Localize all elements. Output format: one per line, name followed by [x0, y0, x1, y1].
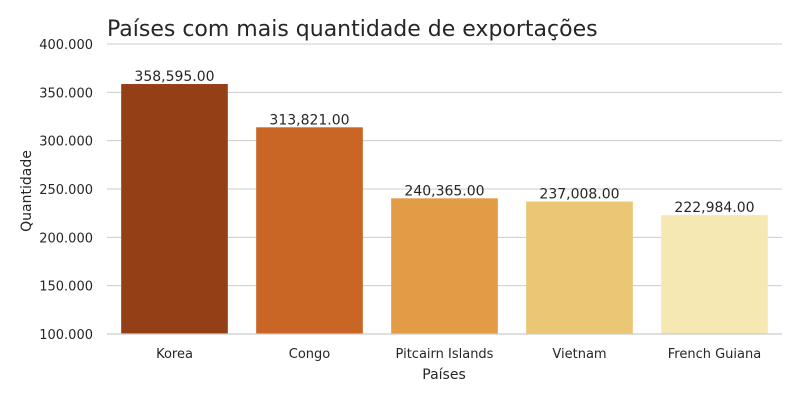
data-label: 237,008.00 — [539, 187, 619, 203]
y-tick-label: 400.000 — [39, 38, 93, 53]
bar — [661, 215, 768, 334]
bars — [121, 84, 768, 334]
y-axis-ticks: 100.000 150.000 200.000 250.000 300.000 350.0… — [39, 38, 93, 343]
bar — [121, 84, 228, 334]
data-label: 313,821.00 — [269, 112, 349, 128]
bar — [256, 127, 363, 334]
data-label: 222,984.00 — [674, 200, 754, 216]
bar — [526, 201, 633, 334]
chart-title: Países com mais quantidade de exportaçõe… — [107, 17, 598, 42]
x-tick-label: Korea — [156, 347, 193, 362]
bar — [391, 198, 498, 334]
x-tick-label: Congo — [289, 347, 331, 362]
x-tick-label: Pitcairn Islands — [396, 347, 494, 362]
y-tick-label: 300.000 — [39, 135, 93, 150]
x-tick-label: Vietnam — [552, 347, 606, 362]
y-axis-label: Quantidade — [19, 150, 35, 232]
data-labels: 358,595.00 313,821.00 240,365.00 237,008.00… — [134, 69, 754, 216]
data-label: 358,595.00 — [134, 69, 214, 85]
y-tick-label: 350.000 — [39, 86, 93, 101]
x-tick-label: French Guiana — [668, 347, 761, 362]
y-tick-label: 100.000 — [39, 328, 93, 343]
data-label: 240,365.00 — [404, 183, 484, 199]
y-tick-label: 150.000 — [39, 280, 93, 295]
x-axis-ticks: Korea Congo Pitcairn Islands Vietnam French … — [156, 347, 761, 362]
y-tick-label: 200.000 — [39, 231, 93, 246]
x-axis-label: Países — [422, 367, 465, 383]
y-tick-label: 250.000 — [39, 183, 93, 198]
